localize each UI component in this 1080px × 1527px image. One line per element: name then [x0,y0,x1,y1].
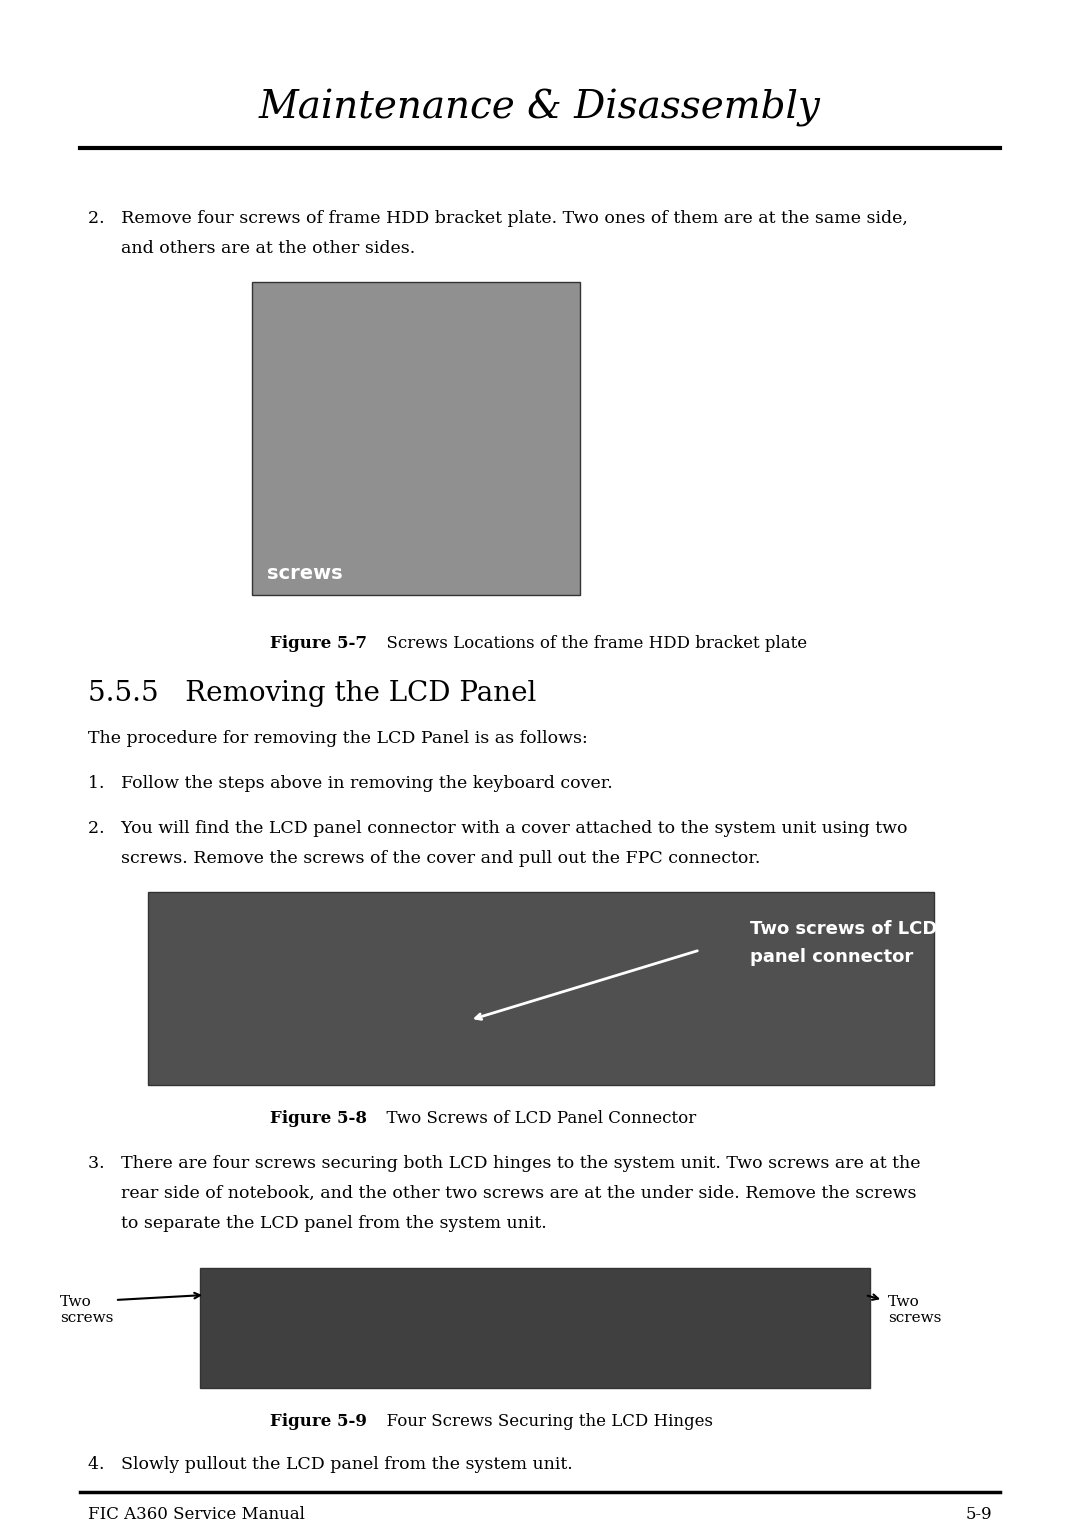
Text: Screws Locations of the frame HDD bracket plate: Screws Locations of the frame HDD bracke… [355,635,807,652]
Bar [148,892,934,1086]
Text: 5.5.5   Removing the LCD Panel: 5.5.5 Removing the LCD Panel [87,680,537,707]
Text: Four Screws Securing the LCD Hinges: Four Screws Securing the LCD Hinges [355,1412,713,1429]
Text: panel connector: panel connector [750,948,914,967]
Text: screws: screws [267,563,342,583]
Text: 2.   You will find the LCD panel connector with a cover attached to the system u: 2. You will find the LCD panel connector… [87,820,907,837]
Text: screws. Remove the screws of the cover and pull out the FPC connector.: screws. Remove the screws of the cover a… [87,851,760,867]
Text: and others are at the other sides.: and others are at the other sides. [87,240,415,257]
Text: Figure 5-8: Figure 5-8 [270,1110,367,1127]
Text: Two Screws of LCD Panel Connector: Two Screws of LCD Panel Connector [355,1110,697,1127]
Text: FIC A360 Service Manual: FIC A360 Service Manual [87,1506,305,1522]
Text: to separate the LCD panel from the system unit.: to separate the LCD panel from the syste… [87,1215,546,1232]
Text: 3.   There are four screws securing both LCD hinges to the system unit. Two scre: 3. There are four screws securing both L… [87,1154,920,1173]
Text: Two
screws: Two screws [888,1295,942,1325]
Text: Two screws of LCD: Two screws of LCD [750,919,937,938]
Bar [252,282,580,596]
Text: Maintenance & Disassembly: Maintenance & Disassembly [259,89,821,127]
Text: 1.   Follow the steps above in removing the keyboard cover.: 1. Follow the steps above in removing th… [87,776,612,793]
Text: The procedure for removing the LCD Panel is as follows:: The procedure for removing the LCD Panel… [87,730,588,747]
Text: rear side of notebook, and the other two screws are at the under side. Remove th: rear side of notebook, and the other two… [87,1185,917,1202]
Text: Figure 5-7: Figure 5-7 [270,635,367,652]
Bar [200,1267,870,1388]
Text: 2.   Remove four screws of frame HDD bracket plate. Two ones of them are at the : 2. Remove four screws of frame HDD brack… [87,211,908,228]
Text: 4.   Slowly pullout the LCD panel from the system unit.: 4. Slowly pullout the LCD panel from the… [87,1457,572,1474]
Text: Two
screws: Two screws [60,1295,113,1325]
Text: Figure 5-9: Figure 5-9 [270,1412,367,1429]
Text: 5-9: 5-9 [966,1506,993,1522]
